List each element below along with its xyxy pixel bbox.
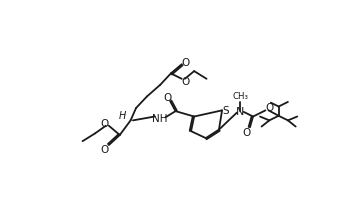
Text: O: O bbox=[100, 119, 108, 129]
Text: H: H bbox=[119, 110, 126, 120]
Text: S: S bbox=[223, 105, 229, 115]
Text: O: O bbox=[100, 144, 108, 154]
Text: N: N bbox=[236, 107, 244, 117]
Text: O: O bbox=[164, 93, 172, 103]
Text: O: O bbox=[242, 127, 250, 137]
Text: O: O bbox=[182, 58, 190, 67]
Text: NH: NH bbox=[152, 114, 168, 123]
Text: CH₃: CH₃ bbox=[233, 92, 249, 101]
Text: O: O bbox=[265, 103, 273, 113]
Text: O: O bbox=[182, 77, 190, 87]
